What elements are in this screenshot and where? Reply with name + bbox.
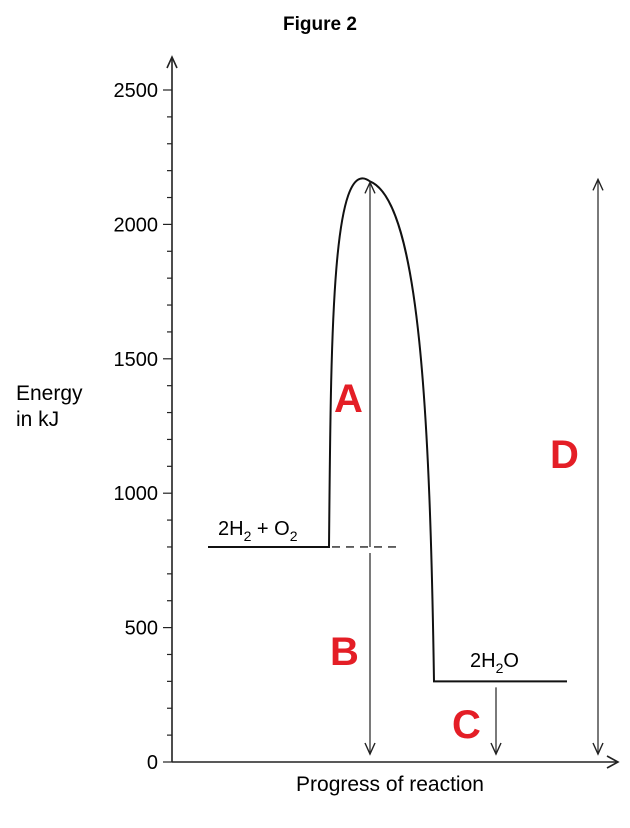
- label-c: C: [452, 703, 481, 747]
- arrow-a-head: [364, 180, 376, 194]
- y-tick-label: 2500: [114, 80, 159, 102]
- y-tick-label: 2000: [114, 214, 159, 236]
- label-a: A: [334, 377, 363, 421]
- y-tick-label: 500: [125, 618, 158, 640]
- arrow-d-head-top: [592, 177, 604, 191]
- y-axis-arrowhead: [166, 55, 178, 69]
- label-d: D: [550, 433, 579, 477]
- label-b: B: [330, 630, 359, 674]
- y-ticks: 0 500 1000 1500 2000 2500: [114, 80, 172, 774]
- axes: [166, 55, 620, 769]
- y-axis-label-line-2: in kJ: [16, 408, 59, 431]
- y-tick-label: 1000: [114, 483, 159, 505]
- x-axis-label: Progress of reaction: [296, 773, 484, 796]
- y-axis-label-line-1: Energy: [16, 382, 83, 405]
- y-tick-label: 1500: [114, 349, 159, 371]
- arrow-c-head: [490, 742, 502, 756]
- y-tick-label: 0: [147, 752, 158, 774]
- reactants-label: 2H2 + O2: [218, 518, 298, 544]
- x-axis-arrowhead: [606, 755, 620, 769]
- products-label: 2H2O: [470, 650, 519, 676]
- energy-profile-line: [208, 177, 567, 683]
- arrow-b-head: [364, 742, 376, 756]
- energy-marks: [208, 177, 604, 756]
- arrow-d-head-bottom: [592, 742, 604, 756]
- chart-title: Figure 2: [283, 14, 357, 35]
